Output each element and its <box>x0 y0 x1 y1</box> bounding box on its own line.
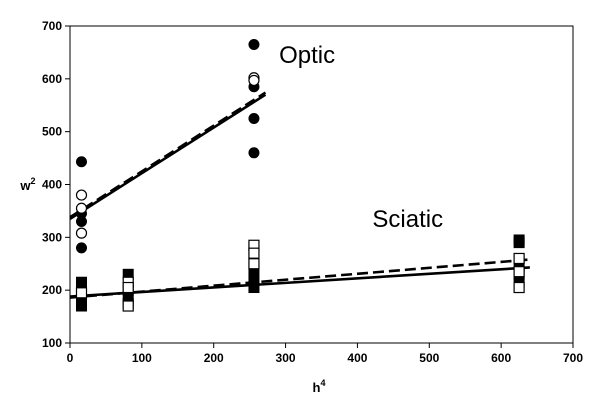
annotation-optic: Optic <box>279 42 335 69</box>
point-filled-circle <box>75 156 87 168</box>
y-tick-label: 200 <box>42 283 62 297</box>
fit-line-dashed <box>69 258 530 299</box>
x-tick-label: 300 <box>276 351 296 365</box>
point-open-circle <box>75 227 88 239</box>
y-tick-label: 500 <box>42 125 62 139</box>
fit-line-solid <box>69 266 530 298</box>
point-filled-square <box>248 282 260 294</box>
point-open-square <box>513 252 525 265</box>
tick-labels: 0 100 200 300 400 500 600 700 100 200 300 400 500 600… <box>42 19 583 365</box>
y-tick-label: 700 <box>42 19 62 33</box>
point-open-circle <box>75 189 88 201</box>
x-axis-label: h4 <box>313 378 326 395</box>
point-filled-circle <box>248 38 260 50</box>
x-tick-label: 100 <box>132 351 152 365</box>
fit-line-solid <box>69 93 267 220</box>
y-tick-label: 400 <box>42 178 62 192</box>
axis-ticks <box>65 25 574 348</box>
y-axis-label: w2 <box>19 176 35 193</box>
point-open-square <box>248 247 260 259</box>
point-filled-square <box>75 300 87 312</box>
x-tick-label: 0 <box>67 351 74 365</box>
plot-area <box>69 25 574 344</box>
point-open-square <box>122 300 134 312</box>
point-filled-square <box>513 237 525 249</box>
y-tick-label: 600 <box>42 72 62 86</box>
point-open-circle <box>75 202 88 214</box>
point-filled-circle <box>248 112 260 124</box>
y-tick-label: 300 <box>42 230 62 244</box>
annotation-sciatic: Sciatic <box>372 206 443 233</box>
y-tick-label: 100 <box>42 336 62 350</box>
point-open-square <box>513 266 525 278</box>
data-points <box>75 38 525 312</box>
point-open-square <box>513 281 525 294</box>
point-open-square <box>75 287 88 299</box>
x-tick-label: 400 <box>347 351 367 365</box>
x-tick-label: 600 <box>491 351 511 365</box>
point-filled-circle <box>248 147 260 159</box>
x-tick-label: 500 <box>419 351 439 365</box>
point-open-square <box>122 281 134 294</box>
point-filled-circle <box>75 242 87 254</box>
point-open-circle <box>248 74 260 87</box>
fit-line-dashed <box>69 91 267 219</box>
point-filled-circle <box>75 215 87 227</box>
point-open-square <box>248 258 260 270</box>
x-tick-label: 700 <box>563 351 583 365</box>
regression-lines <box>69 91 530 299</box>
x-tick-label: 200 <box>204 351 224 365</box>
